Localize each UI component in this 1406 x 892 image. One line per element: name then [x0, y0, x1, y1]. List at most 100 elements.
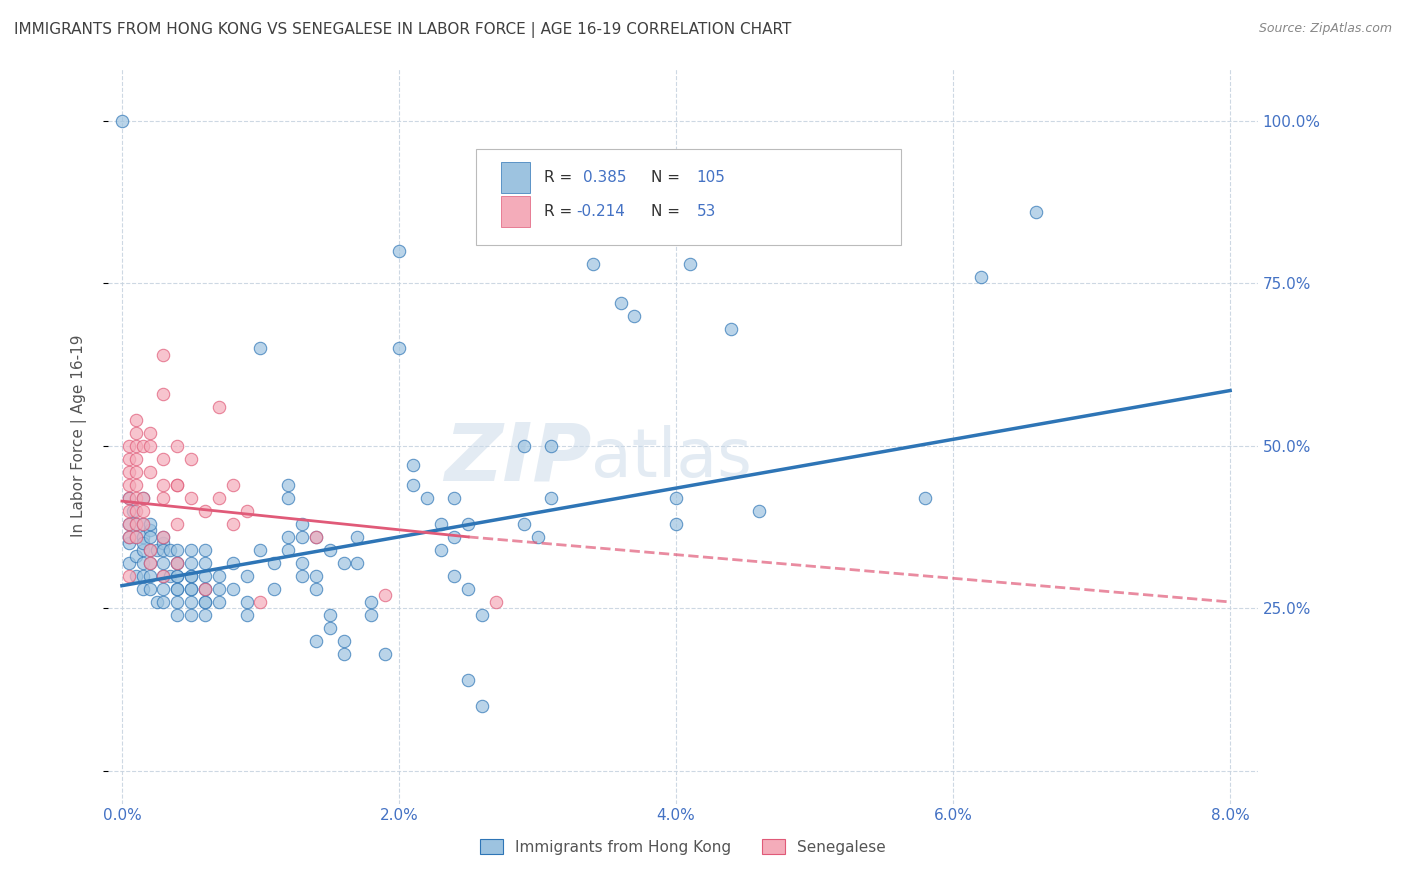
- Point: [145, 595, 167, 609]
- Point: [180, 491, 202, 505]
- Point: [125, 569, 148, 583]
- Point: [194, 569, 217, 583]
- Text: N =: N =: [651, 169, 685, 185]
- Point: [319, 607, 342, 622]
- Point: [131, 556, 153, 570]
- Point: [305, 582, 328, 596]
- Point: [118, 530, 141, 544]
- Point: [180, 451, 202, 466]
- Point: [166, 478, 188, 492]
- Point: [111, 113, 134, 128]
- Point: [166, 516, 188, 531]
- Point: [138, 530, 160, 544]
- Point: [194, 595, 217, 609]
- Point: [118, 530, 141, 544]
- Point: [222, 478, 245, 492]
- Point: [152, 451, 174, 466]
- Point: [374, 647, 396, 661]
- Point: [152, 530, 174, 544]
- Point: [152, 595, 174, 609]
- Point: [222, 556, 245, 570]
- Point: [305, 530, 328, 544]
- Point: [118, 536, 141, 550]
- Text: ZIP: ZIP: [444, 419, 591, 497]
- Point: [166, 569, 188, 583]
- Point: [159, 542, 181, 557]
- Point: [748, 504, 770, 518]
- Point: [138, 569, 160, 583]
- Point: [138, 556, 160, 570]
- Point: [118, 569, 141, 583]
- Point: [970, 269, 993, 284]
- Point: [118, 465, 141, 479]
- Point: [457, 582, 479, 596]
- Point: [388, 341, 411, 355]
- Text: atlas: atlas: [591, 425, 752, 491]
- Point: [118, 516, 141, 531]
- Point: [118, 439, 141, 453]
- Point: [118, 491, 141, 505]
- Point: [166, 556, 188, 570]
- Point: [540, 491, 562, 505]
- Point: [263, 582, 285, 596]
- Point: [152, 530, 174, 544]
- Point: [194, 595, 217, 609]
- Point: [125, 549, 148, 564]
- Point: [131, 439, 153, 453]
- Point: [665, 491, 688, 505]
- Point: [166, 582, 188, 596]
- Point: [152, 491, 174, 505]
- Point: [125, 516, 148, 531]
- Point: [235, 504, 257, 518]
- Text: N =: N =: [651, 204, 685, 219]
- Point: [152, 569, 174, 583]
- Point: [346, 530, 368, 544]
- Point: [415, 491, 437, 505]
- Point: [277, 542, 299, 557]
- Point: [166, 582, 188, 596]
- Point: [332, 556, 354, 570]
- Legend: Immigrants from Hong Kong, Senegalese: Immigrants from Hong Kong, Senegalese: [479, 838, 886, 855]
- Point: [180, 569, 202, 583]
- Point: [623, 309, 645, 323]
- Point: [159, 569, 181, 583]
- Point: [166, 478, 188, 492]
- Point: [194, 582, 217, 596]
- Point: [166, 542, 188, 557]
- Point: [249, 542, 271, 557]
- Text: -0.214: -0.214: [576, 204, 624, 219]
- Point: [125, 504, 148, 518]
- Point: [679, 257, 702, 271]
- Point: [277, 478, 299, 492]
- Point: [457, 673, 479, 687]
- Point: [152, 569, 174, 583]
- Point: [118, 491, 141, 505]
- Point: [429, 516, 451, 531]
- Point: [131, 530, 153, 544]
- Point: [222, 516, 245, 531]
- Point: [194, 542, 217, 557]
- Point: [1025, 204, 1047, 219]
- Point: [291, 530, 314, 544]
- Point: [166, 595, 188, 609]
- Point: [125, 451, 148, 466]
- Text: R =: R =: [544, 169, 576, 185]
- Point: [152, 478, 174, 492]
- Point: [443, 569, 465, 583]
- Point: [249, 341, 271, 355]
- Point: [138, 542, 160, 557]
- Point: [360, 607, 382, 622]
- Point: [914, 491, 936, 505]
- Point: [319, 621, 342, 635]
- Point: [443, 491, 465, 505]
- Point: [131, 491, 153, 505]
- Point: [388, 244, 411, 258]
- Point: [291, 569, 314, 583]
- Point: [145, 542, 167, 557]
- Point: [125, 516, 148, 531]
- Point: [138, 524, 160, 538]
- Point: [457, 516, 479, 531]
- Point: [277, 491, 299, 505]
- Point: [125, 439, 148, 453]
- Point: [122, 504, 145, 518]
